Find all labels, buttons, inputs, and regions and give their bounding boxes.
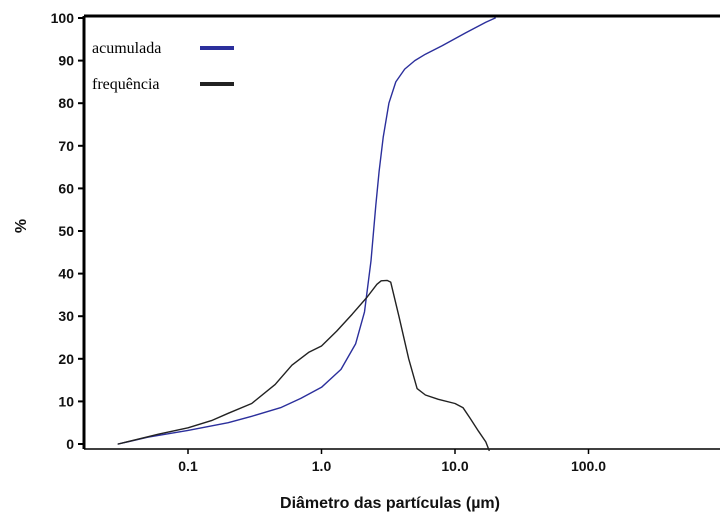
y-tick-label: 70 xyxy=(58,138,74,154)
y-tick-label: 30 xyxy=(58,308,74,324)
y-tick-label: 0 xyxy=(66,436,74,452)
x-tick-label: 1.0 xyxy=(312,458,332,474)
y-tick-label: 10 xyxy=(58,393,74,409)
y-tick-label: 60 xyxy=(58,180,74,196)
y-tick-label: 100 xyxy=(51,10,75,26)
y-tick-label: 90 xyxy=(58,53,74,69)
x-tick-label: 100.0 xyxy=(571,458,606,474)
x-tick-label: 0.1 xyxy=(178,458,198,474)
series-layer xyxy=(117,17,496,452)
legend-label-acumulada: acumulada xyxy=(92,40,161,57)
series-line-frequencia xyxy=(117,279,490,452)
legend: acumulada frequência xyxy=(92,40,234,93)
y-tick-label: 50 xyxy=(58,223,74,239)
y-axis: 0 10 20 30 40 50 60 70 80 90 100 xyxy=(51,10,84,452)
y-tick-label: 80 xyxy=(58,95,74,111)
series-line-acumulada xyxy=(117,17,496,445)
y-tick-label: 20 xyxy=(58,351,74,367)
x-axis-title: Diâmetro das partículas (µm) xyxy=(280,495,500,512)
y-axis-title: % xyxy=(13,219,30,233)
x-axis: 0.1 1.0 10.0 100.0 xyxy=(178,449,606,474)
plot-frame xyxy=(82,14,720,450)
x-tick-label: 10.0 xyxy=(441,458,468,474)
legend-label-frequencia: frequência xyxy=(92,76,160,93)
y-tick-label: 40 xyxy=(58,266,74,282)
